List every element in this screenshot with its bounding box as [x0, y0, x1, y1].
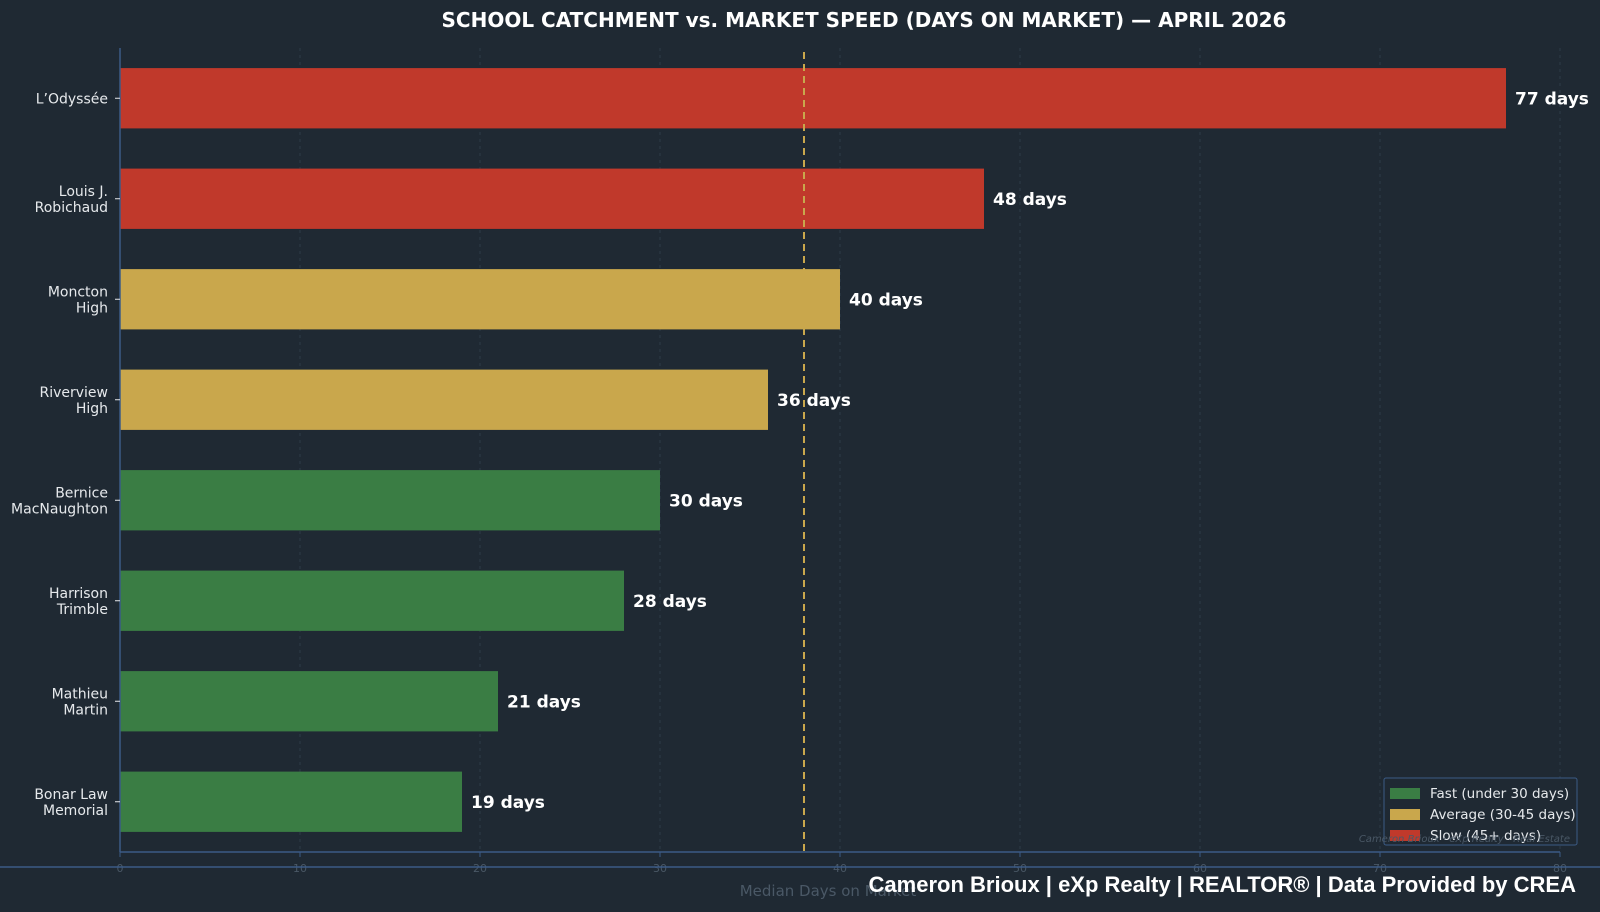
x-tick-label: 50 [1013, 862, 1027, 875]
bar [120, 671, 498, 732]
x-tick-label: 70 [1373, 862, 1387, 875]
category-label: Riverview High [39, 385, 108, 417]
x-tick-label: 30 [653, 862, 667, 875]
category-label: Bonar Law Memorial [34, 787, 108, 819]
axes: 0 10 20 30 40 50 60 70 80 [115, 48, 1567, 875]
x-tick-label: 40 [833, 862, 847, 875]
category-label: Louis J. Robichaud [35, 184, 108, 216]
x-axis-label: Median Days on Market [740, 882, 917, 900]
value-labels: 77 days 48 days 40 days 36 days 30 days 28 da… [471, 89, 1589, 813]
value-label: 40 days [849, 290, 923, 310]
bars [120, 68, 1506, 832]
x-tick-label: 20 [473, 862, 487, 875]
bar [120, 470, 660, 531]
legend-label: Slow (45+ days) [1430, 828, 1541, 844]
bar [120, 68, 1506, 129]
legend: Fast (under 30 days) Average (30-45 days)… [1359, 777, 1578, 846]
chart-title: SCHOOL CATCHMENT vs. MARKET SPEED (DAYS … [442, 8, 1287, 32]
category-label: Harrison Trimble [49, 586, 108, 618]
bar [120, 168, 984, 229]
category-labels: L’Odyssée Louis J. Robichaud Moncton High Riv… [11, 91, 108, 819]
bar [120, 269, 840, 330]
category-label: Moncton High [48, 284, 108, 316]
x-tick-label: 80 [1553, 862, 1567, 875]
value-label: 19 days [471, 793, 545, 813]
value-label: 28 days [633, 592, 707, 612]
legend-label: Fast (under 30 days) [1430, 786, 1569, 802]
x-tick-label: 60 [1193, 862, 1207, 875]
value-label: 36 days [777, 391, 851, 411]
legend-label: Average (30-45 days) [1430, 807, 1576, 823]
legend-box [1383, 777, 1578, 846]
legend-swatch [1390, 788, 1420, 799]
value-label: 48 days [993, 190, 1067, 210]
category-label: Mathieu Martin [52, 686, 108, 718]
legend-swatch [1390, 809, 1420, 820]
legend-swatch [1390, 830, 1420, 841]
x-tick-label: 0 [117, 862, 124, 875]
bar [120, 771, 462, 832]
footer-credits: Cameron Brioux | eXp Realty | REALTOR® |… [868, 872, 1576, 897]
value-label: 21 days [507, 692, 581, 712]
watermark: Cameron Brioux · eXp Realty · Real Estat… [1359, 834, 1570, 845]
category-label: Bernice MacNaughton [11, 485, 108, 517]
x-tick-label: 10 [293, 862, 307, 875]
bar [120, 570, 624, 631]
category-label: L’Odyssée [36, 91, 108, 107]
value-label: 30 days [669, 491, 743, 511]
value-label: 77 days [1515, 89, 1589, 109]
bar [120, 369, 768, 430]
